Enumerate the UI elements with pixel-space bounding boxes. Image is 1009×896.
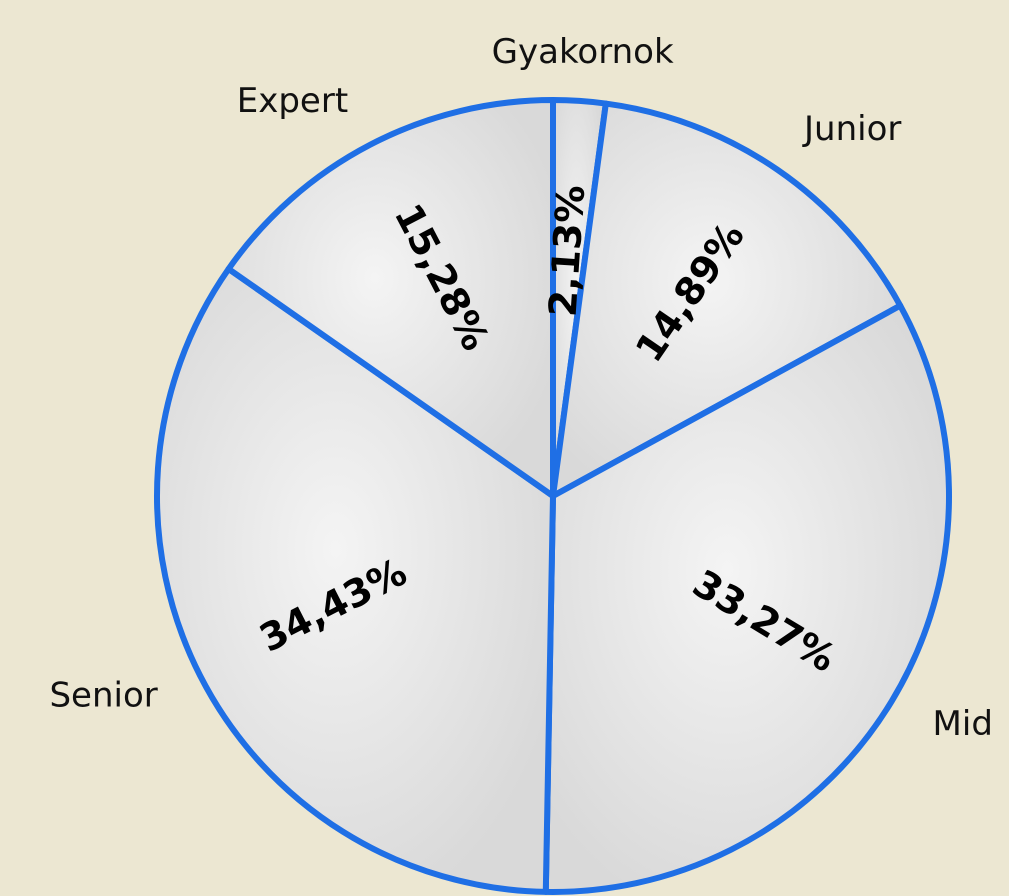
category-label: Mid (933, 704, 993, 744)
value-label: 2,13% (541, 184, 594, 318)
category-label: Senior (49, 676, 157, 716)
category-label: Junior (802, 109, 901, 149)
category-label: Gyakornok (492, 32, 674, 72)
chart: 2,13%Gyakornok14,89%Junior33,27%Mid34,43… (0, 0, 1009, 896)
page: 2,13%Gyakornok14,89%Junior33,27%Mid34,43… (0, 0, 1009, 896)
category-label: Expert (237, 81, 348, 121)
